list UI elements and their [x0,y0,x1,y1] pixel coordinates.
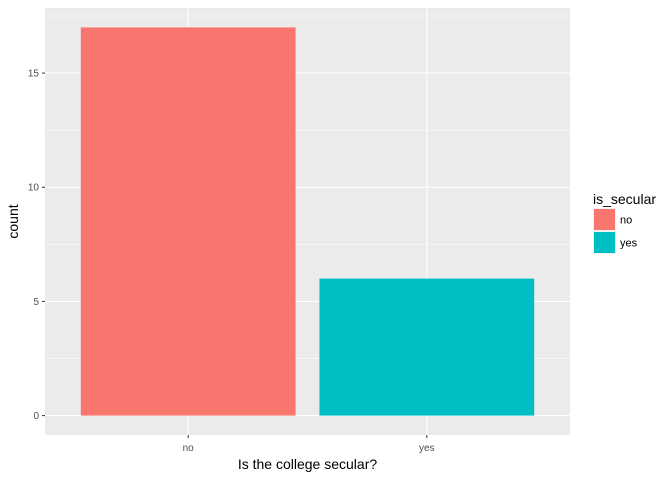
bars [80,27,535,416]
x-tick-label: no [183,443,195,454]
y-tick-label: 15 [28,69,40,80]
legend-title: is_secular [593,191,656,207]
legend-key-no [594,209,615,230]
x-axis-label: Is the college secular? [238,456,378,472]
y-tick-label: 0 [33,411,39,422]
legend-label: no [620,215,632,227]
x-tick-label: yes [419,443,435,454]
legend-key-yes [594,232,615,253]
bar-no [80,27,296,416]
y-tick-label: 10 [28,183,40,194]
x-axis: no yes [183,435,435,454]
y-axis: 0 5 10 15 [28,69,45,422]
legend: is_secular no yes [593,191,656,254]
y-tick-label: 5 [33,297,39,308]
y-axis-label: count [5,204,21,238]
legend-label: yes [620,238,638,250]
bar-yes [319,278,535,416]
